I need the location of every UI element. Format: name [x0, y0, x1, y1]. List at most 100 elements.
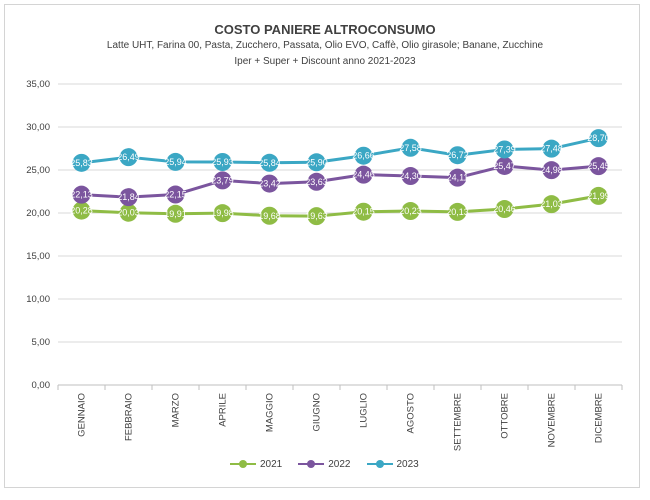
data-point-2021 — [260, 206, 279, 225]
data-point-2023 — [119, 148, 138, 167]
data-point-2022 — [542, 161, 561, 180]
data-label-2023: 26,72 — [446, 150, 469, 160]
chart-frame — [4, 4, 640, 488]
data-label-2023: 26,49 — [117, 152, 140, 162]
data-point-2022 — [401, 167, 420, 186]
data-label-2021: 19,91 — [164, 209, 187, 219]
data-point-2021 — [589, 186, 608, 205]
x-tick-label: MARZO — [171, 393, 182, 427]
legend-label-2023: 2023 — [396, 458, 419, 470]
data-point-2021 — [542, 195, 561, 214]
data-label-2021: 20,15 — [352, 207, 375, 217]
data-label-2021: 20,03 — [117, 208, 140, 218]
x-tick-label: MAGGIO — [265, 393, 276, 432]
data-label-2021: 20,13 — [446, 207, 469, 217]
data-label-2022: 24,98 — [540, 165, 563, 175]
data-point-2021 — [495, 200, 514, 219]
x-tick-label: SETTEMBRE — [453, 393, 464, 451]
data-label-2023: 27,39 — [493, 144, 516, 154]
data-label-2022: 24,11 — [447, 173, 469, 183]
data-point-2022 — [448, 168, 467, 187]
data-label-2023: 27,58 — [399, 143, 422, 153]
series-line-2022 — [81, 164, 599, 199]
data-label-2022: 23,79 — [211, 175, 234, 185]
y-tick-label: 30,00 — [26, 122, 50, 133]
x-tick-label: LUGLIO — [359, 393, 370, 428]
data-label-2022: 22,15 — [164, 190, 187, 200]
data-point-2021 — [213, 204, 232, 223]
data-point-2022 — [119, 188, 138, 207]
x-tick-label: GENNAIO — [77, 393, 88, 437]
data-point-2022 — [213, 171, 232, 190]
y-tick-label: 10,00 — [26, 294, 50, 305]
data-label-2023: 25,84 — [258, 158, 281, 168]
legend-label-2021: 2021 — [260, 458, 283, 470]
data-label-2021: 20,28 — [70, 206, 93, 216]
y-tick-label: 35,00 — [26, 79, 50, 90]
data-point-2023 — [354, 146, 373, 165]
data-point-2021 — [401, 202, 420, 221]
data-label-2021: 20,46 — [493, 204, 516, 214]
chart-legend: 2021 2022 2023 — [230, 455, 419, 473]
data-point-2023 — [213, 153, 232, 172]
data-point-2021 — [119, 203, 138, 222]
data-label-2022: 23,42 — [258, 179, 281, 189]
data-point-2023 — [260, 153, 279, 172]
chart-subtitle-line-1: Latte UHT, Farina 00, Pasta, Zucchero, P… — [106, 40, 544, 51]
data-label-2022: 23,63 — [305, 177, 328, 187]
data-point-2023 — [448, 146, 467, 165]
data-point-2023 — [72, 153, 91, 172]
x-tick-label: FEBBRAIO — [124, 393, 135, 441]
data-label-2022: 21,84 — [117, 192, 140, 202]
data-label-2023: 25,94 — [164, 157, 187, 167]
data-point-2022 — [354, 165, 373, 184]
legend-item-2021: 2021 — [230, 459, 282, 470]
data-label-2023: 27,48 — [540, 144, 563, 154]
data-point-2021 — [448, 202, 467, 221]
legend-swatch-2023 — [366, 459, 393, 469]
data-label-2023: 25,90 — [305, 157, 328, 167]
data-point-2023 — [401, 138, 420, 157]
y-tick-label: 15,00 — [26, 251, 50, 262]
data-point-2021 — [354, 202, 373, 221]
data-label-2023: 26,66 — [352, 151, 375, 161]
data-label-2021: 21,99 — [587, 191, 610, 201]
data-point-2023 — [495, 140, 514, 159]
data-label-2021: 20,23 — [399, 206, 422, 216]
data-point-2021 — [307, 207, 326, 226]
data-label-2023: 28,70 — [587, 133, 610, 143]
data-label-2023: 25,93 — [211, 157, 234, 167]
data-point-2022 — [589, 157, 608, 176]
data-point-2022 — [495, 156, 514, 175]
legend-swatch-2022 — [298, 459, 325, 469]
data-point-2023 — [542, 139, 561, 158]
data-point-2022 — [260, 174, 279, 193]
data-point-2022 — [72, 185, 91, 204]
chart-subtitle-line-2: Iper + Super + Discount anno 2021-2023 — [234, 56, 416, 67]
x-tick-label: NOVEMBRE — [547, 393, 558, 447]
data-point-2023 — [166, 152, 185, 171]
data-point-2023 — [307, 153, 326, 172]
data-label-2022: 24,46 — [352, 170, 375, 180]
x-tick-label: OTTOBRE — [500, 393, 511, 439]
data-label-2021: 19,68 — [258, 211, 281, 221]
y-tick-label: 25,00 — [26, 165, 50, 176]
series-line-2023 — [81, 136, 599, 165]
y-tick-label: 0,00 — [32, 380, 51, 391]
data-label-2021: 21,03 — [540, 199, 563, 209]
data-point-2021 — [72, 201, 91, 220]
data-point-2022 — [307, 172, 326, 191]
x-tick-label: GIUGNO — [312, 393, 323, 432]
legend-label-2022: 2022 — [328, 458, 351, 470]
data-point-2023 — [589, 129, 608, 148]
data-label-2022: 25,45 — [587, 161, 610, 171]
legend-swatch-2021 — [230, 459, 256, 469]
y-tick-label: 20,00 — [26, 208, 50, 219]
chart-title: COSTO PANIERE ALTROCONSUMO — [214, 22, 436, 37]
legend-item-2023: 2023 — [366, 458, 419, 470]
data-point-2022 — [166, 185, 185, 204]
legend-item-2022: 2022 — [298, 458, 351, 470]
y-tick-label: 5,00 — [32, 337, 51, 348]
data-label-2021: 19,98 — [211, 208, 234, 218]
